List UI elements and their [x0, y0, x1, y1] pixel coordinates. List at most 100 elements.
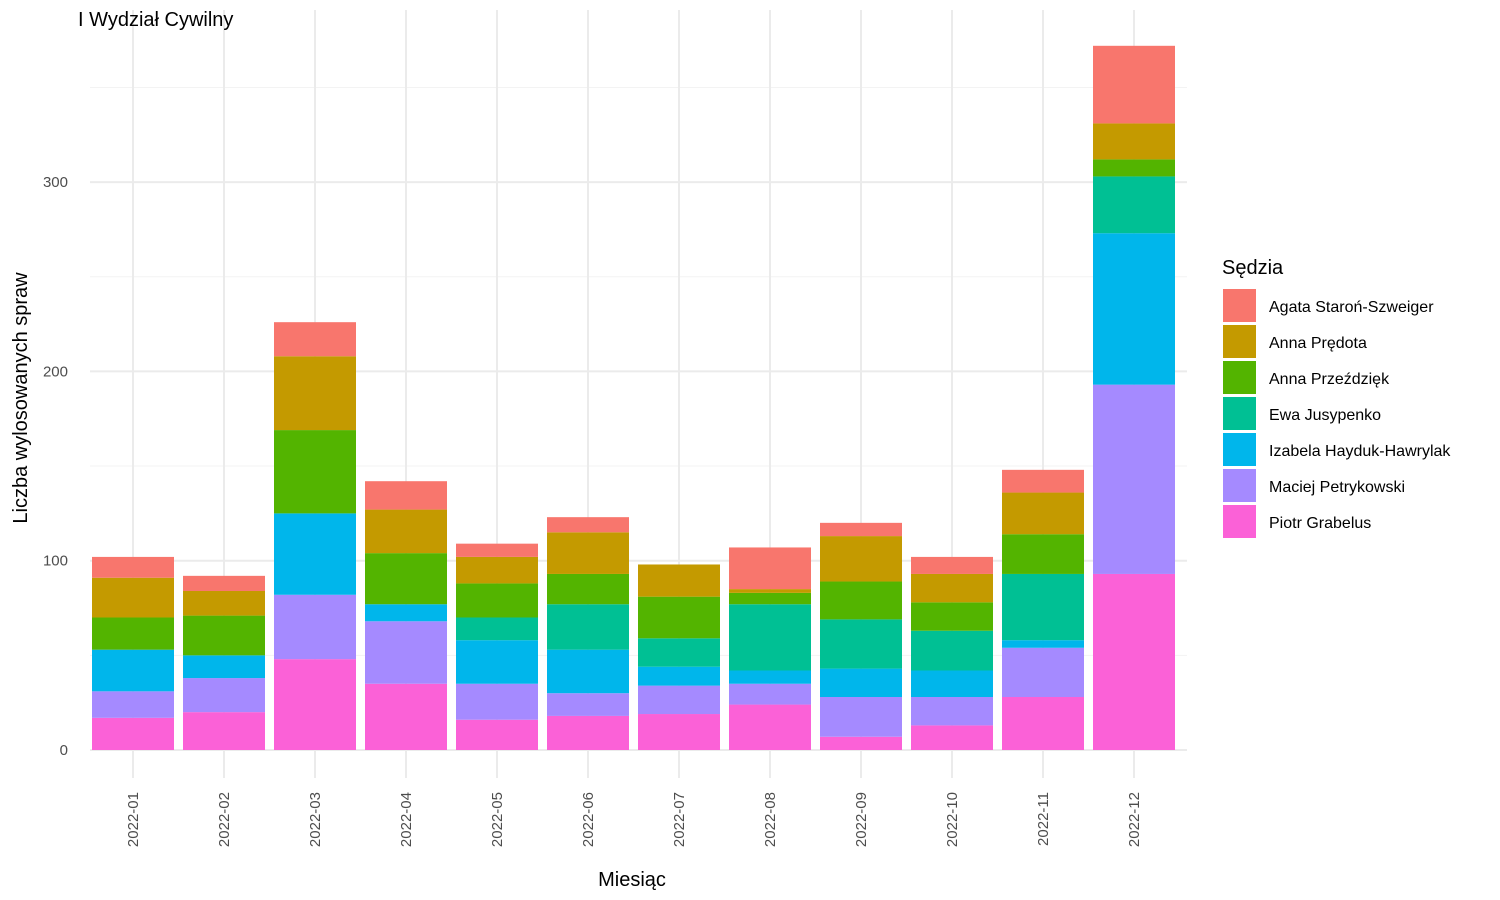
- bar-segment: [729, 670, 811, 684]
- x-axis-tick-labels: 2022-01 2022-02 2022-03 2022-04 2022-05 2022-…: [125, 792, 1143, 847]
- bar-segment: [92, 649, 174, 692]
- bar-segment: [911, 573, 993, 603]
- bar-segment: [911, 630, 993, 671]
- x-tick-label: 2022-06: [580, 792, 597, 847]
- bar-segment: [820, 522, 902, 537]
- bar-segment: [92, 556, 174, 578]
- bar-segment: [365, 553, 447, 605]
- bar-segment: [456, 719, 538, 750]
- legend-swatch: [1223, 325, 1256, 358]
- bar-segment: [1093, 159, 1175, 177]
- bar-segment: [365, 683, 447, 750]
- bar-segment: [1002, 573, 1084, 641]
- bar-segment: [274, 356, 356, 431]
- y-axis-tick-labels: 0 100 200 300: [43, 174, 68, 759]
- bar-segment: [183, 590, 265, 616]
- chart-title: I Wydział Cywilny: [78, 9, 233, 31]
- x-tick-label: 2022-12: [1126, 792, 1143, 847]
- legend-label: Izabela Hayduk-Hawrylak: [1269, 443, 1451, 460]
- bar-segment: [547, 517, 629, 533]
- bar-segment: [1093, 176, 1175, 234]
- x-tick-label: 2022-09: [853, 792, 870, 847]
- bar-segment: [820, 581, 902, 620]
- bar-segment: [1002, 696, 1084, 750]
- bar-segment: [92, 617, 174, 650]
- x-axis-title: Miesiąc: [598, 869, 666, 891]
- bar-segment: [911, 696, 993, 726]
- legend-swatch: [1223, 469, 1256, 502]
- bar-segment: [547, 573, 629, 605]
- bar-segment: [729, 683, 811, 705]
- legend-label: Agata Staroń-Szweiger: [1269, 299, 1434, 316]
- bar-segment: [274, 513, 356, 595]
- bar-segment: [547, 693, 629, 716]
- y-tick-label: 0: [60, 742, 68, 759]
- bar-segment: [183, 678, 265, 713]
- bar-segment: [456, 583, 538, 618]
- bars: [92, 45, 1175, 750]
- x-tick-label: 2022-04: [398, 792, 415, 847]
- bar-segment: [1002, 534, 1084, 574]
- bar-segment: [183, 575, 265, 591]
- bar-segment: [911, 602, 993, 631]
- legend-label: Anna Przeździęk: [1269, 371, 1390, 388]
- y-tick-label: 300: [43, 174, 68, 191]
- legend-label: Maciej Petrykowski: [1269, 479, 1405, 496]
- bar-segment: [729, 547, 811, 590]
- bar-segment: [274, 430, 356, 514]
- legend-label: Ewa Jusypenko: [1269, 407, 1381, 424]
- bar-segment: [820, 536, 902, 582]
- bar-segment: [92, 691, 174, 718]
- bar-segment: [1002, 640, 1084, 648]
- legend-swatch: [1223, 505, 1256, 538]
- bar-segment: [729, 589, 811, 593]
- bar-segment: [547, 604, 629, 650]
- legend-swatch: [1223, 361, 1256, 394]
- bar-segment: [638, 685, 720, 715]
- bar-segment: [638, 666, 720, 686]
- bar-segment: [547, 649, 629, 694]
- bar-segment: [729, 704, 811, 750]
- bar-segment: [820, 668, 902, 697]
- bar-segment: [274, 322, 356, 357]
- bar-segment: [365, 621, 447, 684]
- bar-segment: [1093, 233, 1175, 385]
- bar-segment: [456, 556, 538, 584]
- bar-segment: [638, 638, 720, 667]
- bar-segment: [1093, 384, 1175, 574]
- bar-segment: [365, 604, 447, 622]
- bar-segment: [1002, 492, 1084, 535]
- bar-segment: [274, 594, 356, 660]
- bar-segment: [92, 577, 174, 618]
- legend-label: Anna Prędota: [1269, 335, 1367, 352]
- bar-segment: [820, 736, 902, 750]
- bar-segment: [1002, 469, 1084, 493]
- bar-segment: [547, 532, 629, 574]
- x-tick-label: 2022-11: [1035, 792, 1052, 846]
- bar-segment: [274, 659, 356, 750]
- bar-segment: [729, 604, 811, 671]
- bar-segment: [911, 670, 993, 697]
- x-tick-label: 2022-03: [307, 792, 324, 847]
- bar-segment: [729, 592, 811, 605]
- bar-segment: [638, 714, 720, 750]
- legend-swatch: [1223, 289, 1256, 322]
- bar-segment: [1093, 45, 1175, 124]
- x-tick-label: 2022-02: [216, 792, 233, 847]
- legend-swatch: [1223, 397, 1256, 430]
- legend-swatch: [1223, 433, 1256, 466]
- x-tick-label: 2022-05: [489, 792, 506, 847]
- y-tick-label: 200: [43, 363, 68, 380]
- bar-segment: [365, 481, 447, 510]
- bar-segment: [820, 619, 902, 669]
- x-tick-label: 2022-08: [762, 792, 779, 847]
- y-axis-title: Liczba wylosowanych spraw: [10, 272, 32, 524]
- y-tick-label: 100: [43, 553, 68, 570]
- x-tick-label: 2022-01: [125, 792, 142, 847]
- bar-segment: [911, 725, 993, 750]
- bar-segment: [365, 509, 447, 554]
- bar-segment: [456, 617, 538, 641]
- bar-segment: [183, 712, 265, 750]
- bar-segment: [638, 564, 720, 597]
